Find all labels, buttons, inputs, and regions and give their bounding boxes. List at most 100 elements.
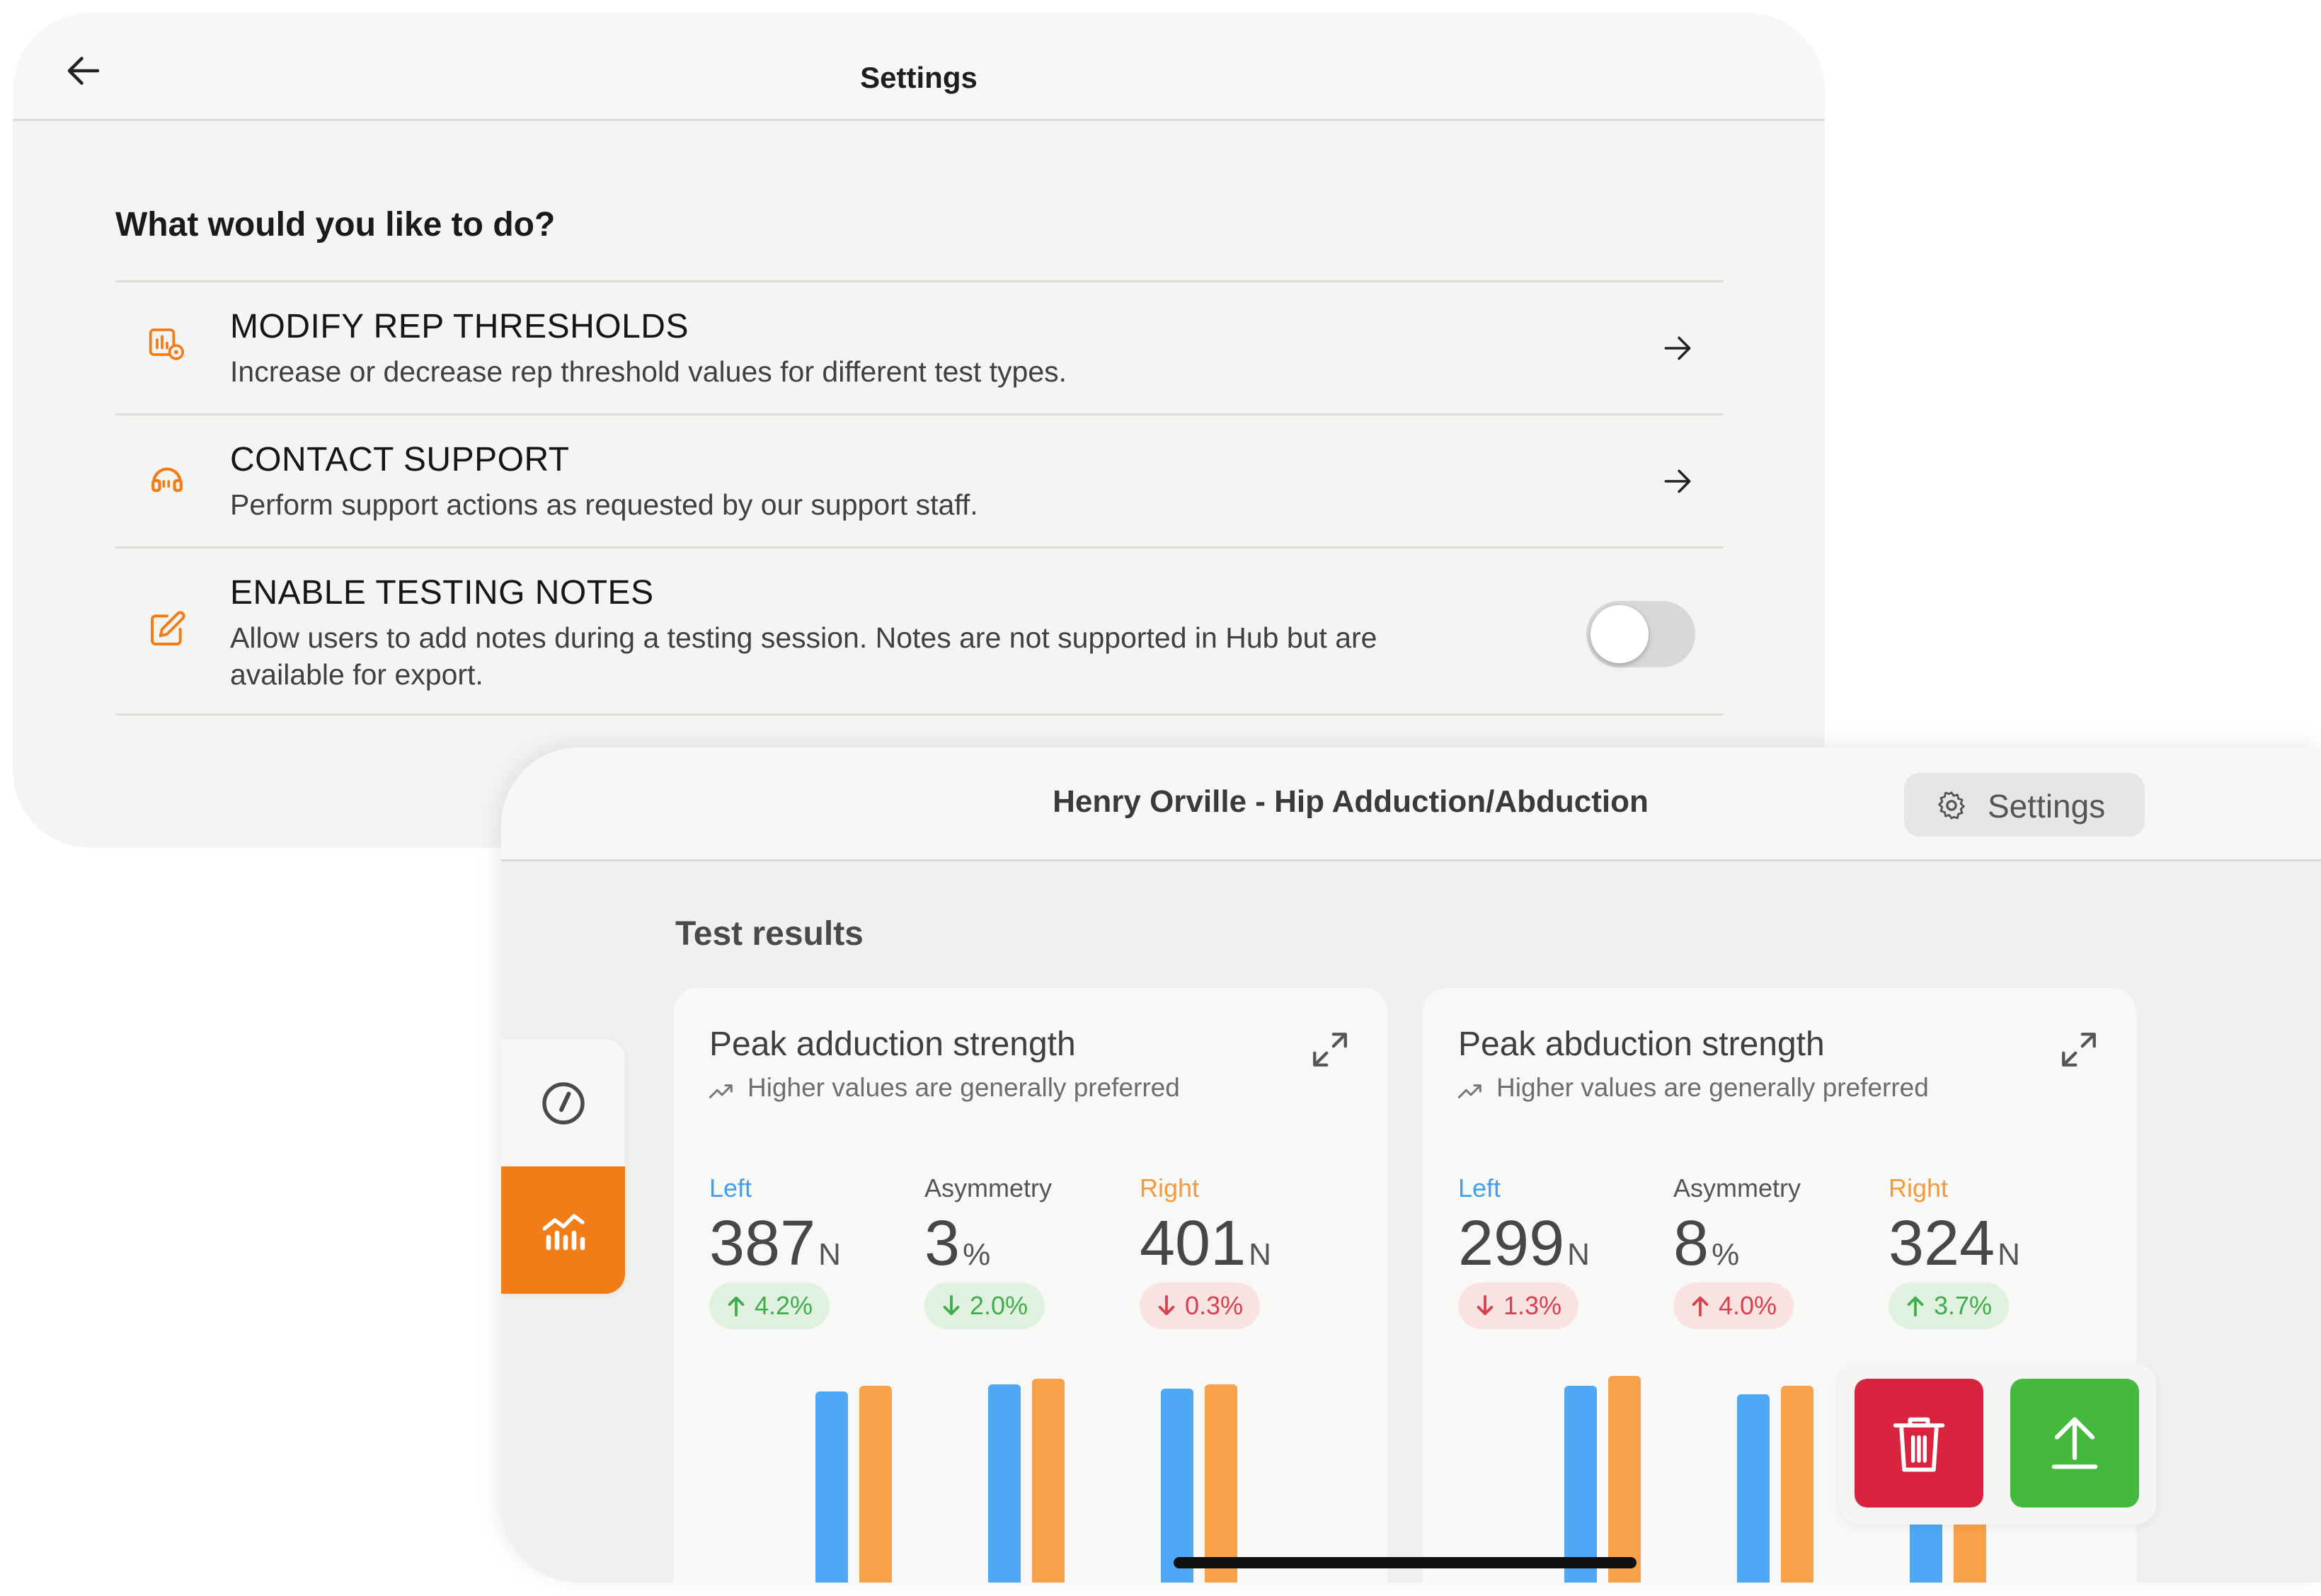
metric-unit: %	[963, 1237, 991, 1272]
bar-left	[988, 1384, 1021, 1583]
bar-right	[1032, 1379, 1065, 1583]
bar-left	[1737, 1394, 1770, 1583]
settings-button-label: Settings	[1988, 788, 2106, 825]
arrow-down-icon	[1158, 1294, 1175, 1316]
metric-asymmetry: Asymmetry 8% 4.0%	[1673, 1173, 1801, 1329]
metric-value: 8%	[1673, 1207, 1801, 1279]
metric-number: 387	[709, 1208, 816, 1279]
metric-right: Right 401N 0.3%	[1140, 1173, 1271, 1329]
side-nav	[501, 1039, 625, 1294]
metric-label: Asymmetry	[1673, 1173, 1801, 1202]
upload-button[interactable]	[2010, 1379, 2139, 1508]
page-title: Henry Orville - Hip Adduction/Abduction	[1053, 784, 1649, 819]
option-modify-rep-thresholds[interactable]: MODIFY REP THRESHOLDS Increase or decrea…	[115, 282, 1724, 415]
bar-left	[815, 1391, 848, 1583]
result-card-adduction: Peak adduction strength Higher values ar…	[674, 988, 1387, 1583]
option-title: CONTACT SUPPORT	[230, 441, 570, 478]
arrow-right-icon[interactable]	[1660, 464, 1695, 499]
option-enable-testing-notes: ENABLE TESTING NOTES Allow users to add …	[115, 549, 1724, 716]
option-title: ENABLE TESTING NOTES	[230, 574, 654, 612]
nav-item-analytics[interactable]	[501, 1166, 625, 1294]
arrow-right-icon[interactable]	[1660, 331, 1695, 366]
results-panel: Henry Orville - Hip Adduction/Abduction …	[501, 747, 2321, 1583]
toggle-knob	[1591, 605, 1649, 663]
metric-value: 387N	[709, 1207, 841, 1279]
bar-left	[1564, 1386, 1597, 1583]
delete-button[interactable]	[1855, 1379, 1983, 1508]
metric-label: Left	[709, 1173, 752, 1202]
option-description: Allow users to add notes during a testin…	[230, 621, 1377, 691]
metric-value: 299N	[1458, 1207, 1590, 1279]
metric-label: Left	[1458, 1173, 1501, 1202]
gauge-icon	[542, 1082, 585, 1125]
change-value: 0.3%	[1185, 1291, 1244, 1320]
change-badge: 0.3%	[1140, 1282, 1261, 1329]
trending-up-icon	[709, 1084, 733, 1098]
arrow-up-icon	[1907, 1296, 1924, 1317]
arrow-down-icon	[943, 1294, 960, 1316]
metric-label: Right	[1140, 1173, 1200, 1202]
change-value: 4.0%	[1719, 1291, 1777, 1320]
trash-icon	[1893, 1417, 1945, 1472]
option-description: Increase or decrease rep threshold value…	[230, 355, 1067, 388]
metric-number: 401	[1140, 1208, 1247, 1279]
metric-unit: %	[1712, 1237, 1740, 1272]
metric-value: 401N	[1140, 1207, 1271, 1279]
bar-right	[859, 1386, 892, 1583]
settings-header: Settings	[13, 13, 1825, 121]
metric-number: 324	[1889, 1208, 1995, 1279]
arrow-up-icon	[728, 1296, 745, 1317]
card-hint: Higher values are generally preferred	[1496, 1073, 1929, 1102]
section-title: Test results	[675, 915, 864, 953]
metric-unit: N	[1567, 1237, 1590, 1272]
expand-icon[interactable]	[2058, 1029, 2099, 1070]
testing-notes-toggle[interactable]	[1586, 601, 1695, 667]
settings-question: What would you like to do?	[115, 206, 556, 243]
metric-unit: N	[1998, 1237, 2020, 1272]
change-badge: 2.0%	[924, 1282, 1045, 1329]
card-title: Peak adduction strength	[709, 1026, 1076, 1063]
action-tray	[1839, 1363, 2156, 1525]
option-title: MODIFY REP THRESHOLDS	[230, 308, 689, 345]
metric-unit: N	[818, 1237, 841, 1272]
change-value: 3.7%	[1934, 1291, 1993, 1320]
change-value: 4.2%	[755, 1291, 813, 1320]
upload-icon	[2051, 1417, 2098, 1469]
back-arrow-icon[interactable]	[62, 50, 105, 92]
metric-unit: N	[1249, 1237, 1271, 1272]
change-badge: 3.7%	[1889, 1282, 2010, 1329]
bar-right	[1781, 1386, 1813, 1583]
metric-number: 3	[924, 1208, 961, 1279]
bar-right	[1205, 1384, 1237, 1583]
chart-settings-icon	[149, 328, 185, 360]
metric-label: Right	[1889, 1173, 1949, 1202]
card-hint: Higher values are generally preferred	[747, 1073, 1180, 1102]
change-badge: 4.2%	[709, 1282, 830, 1329]
metric-label: Asymmetry	[924, 1173, 1052, 1202]
gear-icon	[1938, 791, 1965, 820]
arrow-down-icon	[1477, 1294, 1494, 1316]
analytics-chart-icon	[542, 1214, 585, 1251]
expand-icon[interactable]	[1309, 1029, 1351, 1070]
change-value: 2.0%	[970, 1291, 1028, 1320]
change-value: 1.3%	[1503, 1291, 1562, 1320]
bar-chart	[815, 1379, 1237, 1583]
metric-number: 8	[1673, 1208, 1709, 1279]
settings-button[interactable]: Settings	[1904, 773, 2145, 837]
settings-options-list: MODIFY REP THRESHOLDS Increase or decrea…	[115, 280, 1724, 716]
headset-icon	[151, 467, 183, 493]
settings-panel: Settings What would you like to do? MODI…	[13, 13, 1825, 848]
option-contact-support[interactable]: CONTACT SUPPORT Perform support actions …	[115, 415, 1724, 549]
change-badge: 1.3%	[1458, 1282, 1579, 1329]
metric-value: 3%	[924, 1207, 1052, 1279]
page-title: Settings	[860, 61, 978, 94]
results-header: Henry Orville - Hip Adduction/Abduction …	[501, 747, 2321, 861]
metric-value: 324N	[1889, 1207, 2020, 1279]
metric-left: Left 387N 4.2%	[709, 1173, 841, 1329]
edit-icon	[151, 611, 185, 645]
arrow-up-icon	[1692, 1296, 1709, 1317]
bar-right	[1608, 1376, 1641, 1583]
home-indicator	[1174, 1557, 1637, 1568]
nav-item-gauge[interactable]	[501, 1039, 625, 1166]
metric-right: Right 324N 3.7%	[1889, 1173, 2020, 1329]
